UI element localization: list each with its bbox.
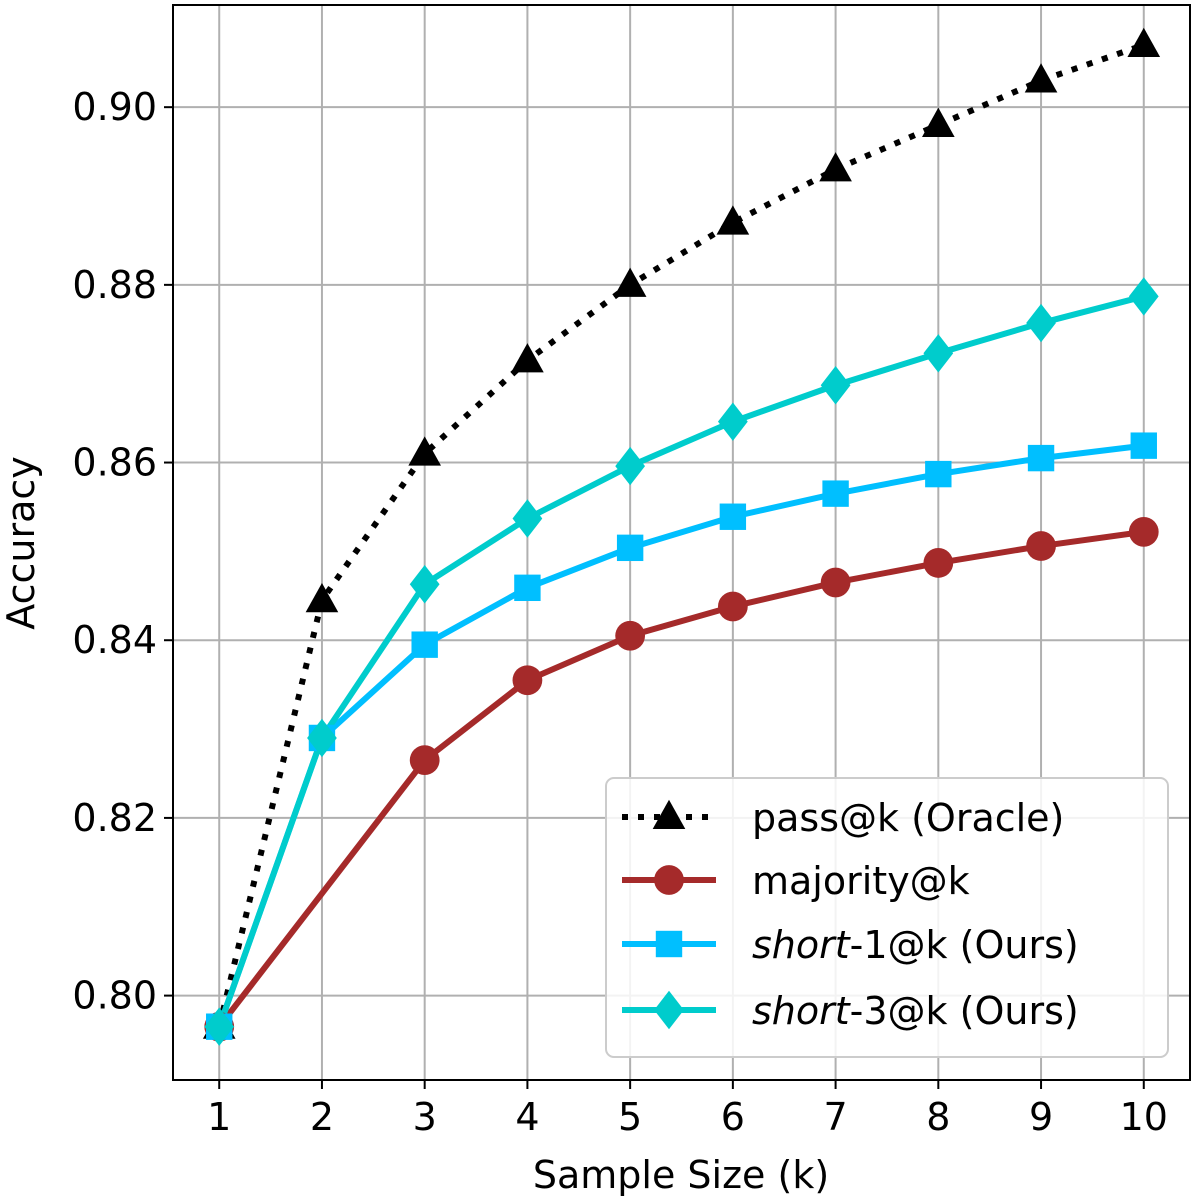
x-tick-label: 9 [1029,1095,1053,1139]
y-tick-label: 0.90 [72,85,157,129]
data-point-short-3-k-ours [409,565,440,604]
data-point-short-3-k-ours [615,446,646,486]
data-point-pass-k-oracle [819,152,852,182]
data-point-pass-k-oracle [408,436,442,466]
x-tick-label: 3 [413,1095,437,1139]
series-markers [202,27,1161,1046]
data-point-majority-k [717,591,748,622]
plot-frame [172,4,1191,1081]
series-lines [216,42,1147,1030]
x-tick-label: 2 [310,1095,334,1139]
data-point-short-1-k-ours [616,534,644,562]
data-point-majority-k [1128,516,1159,547]
data-point-short-1-k-ours [925,460,952,488]
y-tick-label: 0.86 [72,441,157,485]
data-point-majority-k [1026,531,1056,561]
data-point-short-1-k-ours [411,631,438,658]
data-point-pass-k-oracle [716,205,750,235]
data-point-pass-k-oracle [305,582,339,613]
x-tick-label: 6 [721,1095,745,1139]
y-tick-label: 0.82 [72,796,157,840]
data-point-short-3-k-ours [717,402,748,441]
x-tick-label: 10 [1120,1095,1168,1139]
legend-label-short-3-k-ours: short-3@k (Ours) [752,989,1079,1033]
legend-label-pass-k-oracle: pass@k (Oracle) [752,796,1064,840]
data-point-short-3-k-ours [820,366,851,405]
data-point-pass-k-oracle [1127,27,1161,57]
data-point-majority-k [820,567,851,598]
legend-marker-short-1-k-ours [655,930,683,958]
data-point-short-1-k-ours [514,574,541,602]
data-point-short-1-k-ours [719,503,747,530]
data-point-majority-k [923,548,954,578]
data-point-short-1-k-ours [1027,444,1055,472]
x-tick-label: 8 [926,1095,950,1139]
series-line-pass-k-oracle [216,42,1145,1028]
y-axis-ticks: 0.80 0.82 0.84 0.86 0.88 0.90 [72,85,173,1018]
data-point-majority-k [512,665,543,696]
y-tick-label: 0.80 [72,974,157,1018]
data-point-short-3-k-ours [512,499,543,538]
y-tick-label: 0.84 [72,618,157,662]
data-point-pass-k-oracle [1024,63,1058,93]
data-point-pass-k-oracle [511,343,544,373]
legend-box [605,777,1169,1058]
legend-label-short-1-k-ours: short-1@k (Ours) [752,923,1079,967]
x-axis-ticks: 1 2 3 4 5 6 7 8 9 10 [207,1080,1168,1139]
y-tick-label: 0.88 [72,263,157,307]
legend-marker-short-3-k-ours [654,990,684,1030]
data-point-short-1-k-ours [822,480,849,507]
series-line-majority-k [216,528,1147,1030]
legend-marker-majority-k [654,865,684,895]
legend-label-majority-k: majority@k [752,859,970,903]
data-point-short-3-k-ours [1128,277,1159,316]
x-tick-label: 1 [207,1095,231,1139]
series-line-short-3-k-ours [216,293,1147,1030]
legend: pass@k (Oracle) majority@k short-1@k (Ours… [605,777,1169,1058]
legend-marker-pass-k-oracle [652,799,686,829]
data-point-short-3-k-ours [307,718,337,758]
data-point-majority-k [615,620,646,651]
data-point-pass-k-oracle [613,267,647,297]
data-point-short-3-k-ours [923,334,954,373]
x-axis-label: Sample Size (k) [533,1153,829,1197]
x-tick-label: 5 [618,1095,642,1139]
series-line-short-1-k-ours [216,442,1147,1030]
x-tick-label: 7 [823,1095,847,1139]
data-point-short-3-k-ours [1026,303,1056,343]
data-point-pass-k-oracle [921,107,955,137]
x-tick-label: 4 [515,1095,539,1139]
y-axis-label: Accuracy [0,456,43,630]
data-point-short-1-k-ours [1130,432,1157,459]
data-point-majority-k [409,745,440,776]
data-point-short-3-k-ours [204,1007,235,1046]
